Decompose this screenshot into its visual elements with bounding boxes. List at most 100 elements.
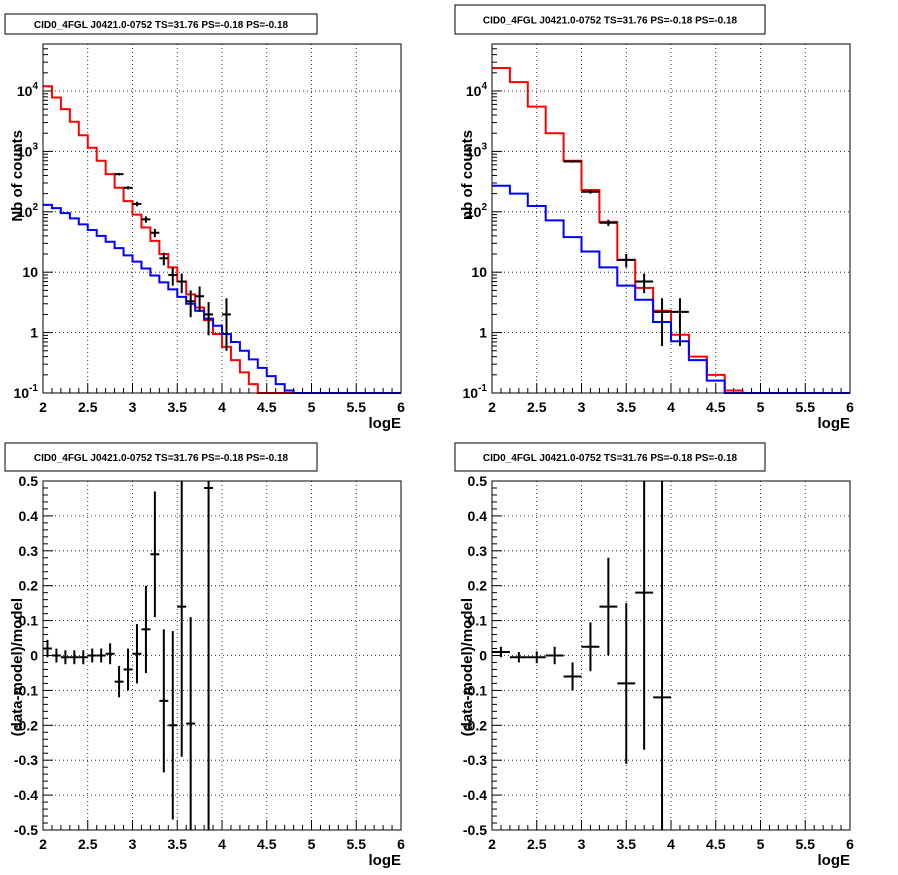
data-point bbox=[159, 629, 169, 773]
chart-title-box bbox=[454, 442, 766, 472]
x-axis: 2 2.5 3 3.5 4 4.5 5 5.5 6 bbox=[488, 481, 854, 852]
x-tick-label: 6 bbox=[397, 836, 405, 852]
data-point bbox=[545, 646, 564, 665]
y-tick-label: 1 bbox=[30, 325, 38, 341]
y-tick-label: 102 bbox=[17, 202, 39, 220]
plot-frame-border bbox=[42, 43, 402, 394]
chart-title-box bbox=[4, 442, 318, 472]
data-point bbox=[671, 298, 689, 346]
plot-frame-border bbox=[491, 480, 851, 831]
x-tick-label: 2 bbox=[39, 399, 47, 415]
data-point bbox=[69, 650, 79, 665]
x-tick-label: 4 bbox=[218, 836, 226, 852]
y-tick-label: -0.2 bbox=[14, 717, 38, 733]
data-point bbox=[159, 252, 169, 266]
y-tick-label: 102 bbox=[466, 202, 488, 220]
x-tick-label: 4 bbox=[667, 399, 675, 415]
plot-frame-border bbox=[42, 480, 402, 831]
y-tick-label: 0.3 bbox=[19, 543, 39, 559]
chart-title-box bbox=[454, 4, 766, 35]
data-point bbox=[132, 201, 142, 207]
x-tick-label: 3 bbox=[129, 399, 137, 415]
y-tick-exponent: 2 bbox=[32, 202, 38, 213]
y-tick-label: 0.2 bbox=[468, 578, 488, 594]
data-point bbox=[581, 189, 600, 194]
data-point bbox=[60, 650, 70, 665]
y-tick-base: 10 bbox=[14, 385, 30, 401]
y-axis-label: Nb of counts bbox=[9, 130, 26, 222]
y-tick-label: 0 bbox=[479, 648, 487, 664]
y-tick-label: 104 bbox=[466, 81, 488, 99]
x-tick-label: 5.5 bbox=[347, 836, 367, 852]
data-point bbox=[78, 650, 88, 665]
chart-panel-1: 2 2.5 3 3.5 4 4.5 5 5.5 6logE10-1110102103104Nb … bbox=[4, 13, 405, 432]
y-tick-base: 10 bbox=[466, 204, 482, 220]
y-tick-label: 103 bbox=[466, 141, 488, 159]
y-tick-label: -0.4 bbox=[463, 787, 487, 803]
chart-title-box bbox=[4, 13, 318, 35]
y-tick-label: 104 bbox=[17, 81, 39, 99]
x-tick-label: 3 bbox=[129, 836, 137, 852]
data-point bbox=[563, 662, 582, 691]
x-tick-label: 2.5 bbox=[78, 836, 98, 852]
x-tick-label: 2.5 bbox=[527, 836, 547, 852]
chart-panel-4: 2 2.5 3 3.5 4 4.5 5 5.5 6logE-0.5-0.4-0.3-0.2-0.… bbox=[454, 442, 854, 869]
x-tick-label: 4 bbox=[667, 836, 675, 852]
y-tick-label: 0.1 bbox=[468, 613, 488, 629]
data-point bbox=[509, 652, 528, 663]
y-tick-label: 10 bbox=[22, 264, 38, 280]
y-tick-label: 0.2 bbox=[19, 578, 39, 594]
chart-panel-2: 2 2.5 3 3.5 4 4.5 5 5.5 6logE10-1110102103104nb … bbox=[454, 4, 854, 432]
chart-title: CID0_4FGL J0421.0-0752 TS=31.76 PS=-0.18… bbox=[483, 453, 738, 464]
y-axis: -0.5 -0.4 -0.3 -0.2 -0.1 0 0.1 0.2 0.3 0.4 0.5 bbox=[14, 473, 401, 838]
y-axis: -0.5 -0.4 -0.3 -0.2 -0.1 0 0.1 0.2 0.3 0.4 0.5 bbox=[463, 473, 850, 838]
data-point bbox=[581, 622, 600, 672]
x-tick-label: 3.5 bbox=[617, 836, 637, 852]
data-point bbox=[141, 216, 151, 223]
data-point bbox=[186, 290, 196, 318]
x-tick-label: 6 bbox=[846, 399, 854, 415]
x-tick-label: 2 bbox=[488, 399, 496, 415]
y-tick-exponent: 3 bbox=[32, 141, 38, 152]
y-tick-label: 1 bbox=[479, 325, 487, 341]
y-axis-label: nb of counts bbox=[459, 130, 476, 220]
y-tick-label: 0.4 bbox=[19, 508, 39, 524]
x-tick-label: 5 bbox=[757, 836, 765, 852]
x-tick-label: 4 bbox=[218, 399, 226, 415]
y-tick-label: -0.5 bbox=[463, 822, 487, 838]
y-tick-exponent: 4 bbox=[32, 81, 38, 92]
data-point bbox=[599, 557, 618, 656]
y-axis-label: (data-model)/model bbox=[459, 598, 476, 736]
chart-panel-3: 2 2.5 3 3.5 4 4.5 5 5.5 6logE-0.5-0.4-0.3-0.2-0.… bbox=[4, 442, 405, 869]
y-tick-label: 10-1 bbox=[463, 383, 488, 401]
y-tick-exponent: 4 bbox=[481, 81, 487, 92]
x-axis-label: logE bbox=[818, 852, 851, 869]
x-tick-label: 5.5 bbox=[796, 836, 816, 852]
y-tick-label: 0.5 bbox=[19, 473, 39, 489]
data-point bbox=[617, 254, 636, 268]
data-point bbox=[222, 298, 231, 351]
x-axis-label: logE bbox=[369, 415, 402, 432]
x-tick-label: 3.5 bbox=[168, 836, 188, 852]
data-point bbox=[168, 267, 178, 286]
data-point bbox=[177, 273, 187, 294]
data-point bbox=[150, 491, 160, 618]
data-point bbox=[96, 648, 106, 663]
y-tick-label: -0.3 bbox=[463, 752, 487, 768]
y-tick-base: 10 bbox=[17, 83, 33, 99]
data-point bbox=[195, 286, 205, 312]
x-axis-label: logE bbox=[369, 852, 402, 869]
data-point bbox=[43, 639, 52, 658]
data-point bbox=[132, 624, 142, 684]
y-tick-exponent: -1 bbox=[478, 383, 487, 394]
data-layer bbox=[43, 481, 214, 830]
data-point bbox=[105, 643, 115, 665]
chart-title: CID0_4FGL J0421.0-0752 TS=31.76 PS=-0.18… bbox=[483, 16, 738, 27]
y-tick-label: -0.1 bbox=[463, 682, 487, 698]
x-axis: 2 2.5 3 3.5 4 4.5 5 5.5 6 bbox=[39, 44, 405, 415]
data-point bbox=[599, 219, 618, 227]
y-tick-label: 10-1 bbox=[14, 383, 39, 401]
x-tick-label: 6 bbox=[846, 836, 854, 852]
